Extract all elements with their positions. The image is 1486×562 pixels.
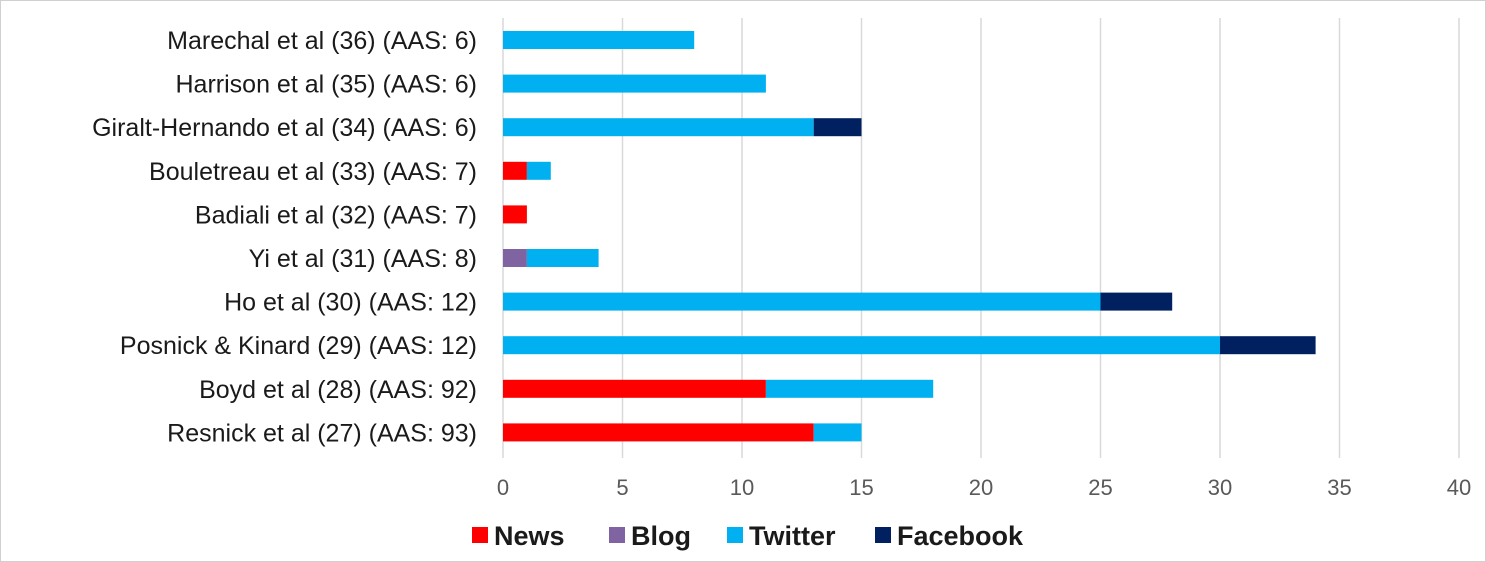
category-label: Marechal et al (36) (AAS: 6) <box>167 27 477 55</box>
category-label: Resnick et al (27) (AAS: 93) <box>167 419 477 447</box>
category-label: Posnick & Kinard (29) (AAS: 12) <box>120 332 477 360</box>
bar-news <box>503 161 527 180</box>
bar-facebook <box>1100 292 1173 311</box>
bar-twitter <box>526 161 551 180</box>
category-label: Giralt-Hernando et al (34) (AAS: 6) <box>92 114 477 142</box>
bar-twitter <box>503 31 695 49</box>
bar-twitter <box>503 336 1220 355</box>
bar-facebook <box>813 118 862 137</box>
bar-twitter <box>503 118 814 137</box>
legend-swatch-news <box>472 527 488 543</box>
x-tick-label: 10 <box>730 475 754 500</box>
bar-news <box>503 379 766 398</box>
x-tick-label: 20 <box>969 475 993 500</box>
x-tick-label: 30 <box>1208 475 1232 500</box>
x-tick-label: 40 <box>1447 475 1471 500</box>
legend-swatch-facebook <box>875 527 891 543</box>
legend-swatch-blog <box>609 527 625 543</box>
bar-twitter <box>503 74 766 93</box>
bar-twitter <box>503 292 1101 311</box>
bar-twitter <box>765 379 934 398</box>
category-label: Badiali et al (32) (AAS: 7) <box>195 201 477 229</box>
bar-news <box>503 205 527 224</box>
legend-label-news: News <box>494 521 565 551</box>
legend: News Blog Twitter Facebook <box>472 521 1024 551</box>
bar-news <box>503 423 814 442</box>
x-tick-label: 5 <box>616 475 628 500</box>
x-tick-label: 35 <box>1327 475 1351 500</box>
bars <box>503 31 1316 442</box>
category-label: Bouletreau et al (33) (AAS: 7) <box>149 158 477 186</box>
bar-blog <box>503 249 527 267</box>
category-label: Boyd et al (28) (AAS: 92) <box>199 376 477 404</box>
legend-swatch-twitter <box>727 527 743 543</box>
category-label: Harrison et al (35) (AAS: 6) <box>176 71 478 99</box>
category-label: Ho et al (30) (AAS: 12) <box>224 289 477 317</box>
category-label: Yi et al (31) (AAS: 8) <box>249 245 477 273</box>
legend-label-twitter: Twitter <box>749 521 836 551</box>
legend-label-facebook: Facebook <box>897 521 1024 551</box>
x-tick-label: 25 <box>1088 475 1112 500</box>
x-tick-label: 15 <box>849 475 873 500</box>
bar-twitter <box>526 249 599 267</box>
bar-twitter <box>813 423 862 442</box>
legend-label-blog: Blog <box>631 521 691 551</box>
x-tick-label: 0 <box>497 475 509 500</box>
x-tick-labels: 0 5 10 15 20 25 30 35 40 <box>497 475 1471 500</box>
bar-facebook <box>1220 336 1316 355</box>
category-labels: Marechal et al (36) (AAS: 6) Harrison et … <box>92 27 477 447</box>
